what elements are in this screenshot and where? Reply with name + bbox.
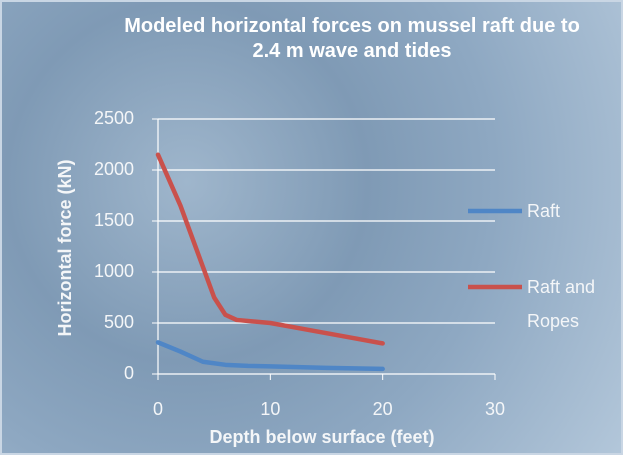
legend-label: Raft <box>527 194 622 228</box>
x-tick-label: 20 <box>373 399 393 419</box>
x-axis-title: Depth below surface (feet) <box>209 427 434 447</box>
y-tick-label: 1500 <box>94 210 134 230</box>
y-tick-label: 2500 <box>94 108 134 128</box>
legend-label: Raft and Ropes <box>527 270 622 338</box>
chart-title: Modeled horizontal forces on mussel raft… <box>124 15 580 62</box>
chart-container: Modeled horizontal forces on mussel raft… <box>0 0 623 455</box>
y-tick-label: 0 <box>124 363 134 383</box>
y-tick-label: 1000 <box>94 261 134 281</box>
series-line <box>158 155 383 344</box>
y-axis-title: Horizontal force (kN) <box>55 159 75 336</box>
y-tick-label: 500 <box>104 312 134 332</box>
series-line <box>158 342 383 369</box>
y-tick-label: 2000 <box>94 159 134 179</box>
x-tick-label: 0 <box>153 399 163 419</box>
x-tick-label: 10 <box>260 399 280 419</box>
x-tick-label: 30 <box>485 399 505 419</box>
